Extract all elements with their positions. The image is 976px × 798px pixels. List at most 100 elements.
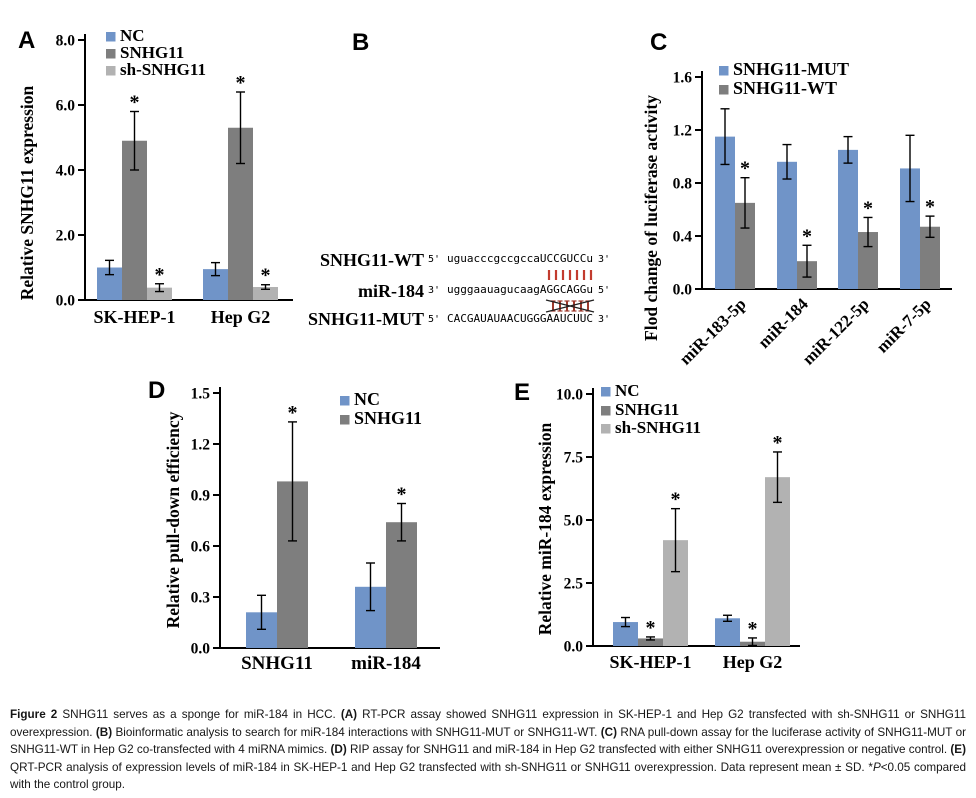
- significance-asterisk: *: [397, 484, 407, 506]
- sequence-name-miR-184: miR-184: [358, 281, 424, 301]
- legend-swatch-SNHG11: [106, 49, 116, 59]
- legend-label-NC: NC: [120, 26, 145, 45]
- y-tick-label: 7.5: [564, 450, 584, 467]
- legend-swatch-NC: [340, 396, 350, 406]
- bar-SNHG11-SK-HEP-1: [638, 638, 663, 646]
- legend-label-SNHG11: SNHG11: [354, 408, 422, 428]
- prime-end-label: 5': [598, 285, 610, 296]
- caption-segment: Bioinformatic analysis to search for miR…: [112, 725, 601, 739]
- y-tick-label: 0.0: [564, 639, 584, 656]
- y-tick-label: 2.5: [564, 576, 584, 593]
- sequence-miR-184: ugggaauagucaagAGGCAGGu: [447, 283, 593, 296]
- category-label: miR-184: [351, 653, 421, 674]
- bar-SNHG11-WT-miR-183-5p: [735, 202, 755, 289]
- panel-A-chart: A Relative SNHG11 expression 0.0 2.0 4.0 6.0 8…: [17, 26, 293, 327]
- sequence-name-SNHG11-MUT: SNHG11-MUT: [308, 309, 424, 329]
- caption-segment: Figure 2: [10, 708, 58, 721]
- y-tick-label: 0.0: [191, 641, 211, 658]
- y-tick-label: 0.0: [673, 282, 693, 299]
- caption-segment: SNHG11 serves as a sponge for miR-184 in…: [57, 708, 341, 721]
- legend-label-NC: NC: [354, 389, 380, 409]
- legend-swatch-SNHG11-WT: [719, 85, 729, 95]
- significance-asterisk: *: [925, 196, 935, 218]
- y-tick-label: 5.0: [564, 513, 584, 530]
- bar-SNHG11-MUT-miR-184: [777, 161, 797, 289]
- prime-end-label: 5': [428, 254, 440, 265]
- panel-D-chart: D Relative pull-down efficiency 0.0 0.3 0.6 0…: [148, 377, 440, 674]
- legend-swatch-NC: [106, 32, 116, 42]
- y-tick-label: 1.2: [191, 437, 211, 454]
- caption-segment: (D): [330, 743, 347, 757]
- bar-SNHG11-MUT-miR-7-5p: [900, 168, 920, 289]
- caption-segment: QRT-PCR analysis of expression levels of…: [10, 760, 873, 774]
- bar-SNHG11-WT-miR-7-5p: [920, 226, 940, 289]
- bar-SNHG11-WT-miR-122-5p: [858, 232, 878, 289]
- y-tick-label: 0.6: [191, 539, 211, 556]
- prime-end-label: 3': [428, 285, 440, 296]
- panel-B-alignment: B SNHG11-WT 5' uguacccgccgccaUCCGUCCu 3' miR-…: [308, 29, 610, 329]
- significance-asterisk: *: [236, 72, 246, 94]
- y-tick-label: 0.0: [56, 293, 76, 310]
- cross-out-line: [545, 299, 595, 313]
- bar-sh-SNHG11-SK-HEP-1: [147, 287, 172, 300]
- prime-end-label: 3': [598, 254, 610, 265]
- significance-asterisk: *: [671, 489, 681, 511]
- sequence-SNHG11-WT: uguacccgccgccaUCCGUCCu: [447, 252, 593, 265]
- y-tick-label: 1.5: [191, 386, 211, 403]
- y-tick-label: 6.0: [56, 98, 76, 115]
- caption-segment: (B): [95, 725, 113, 739]
- bar-SNHG11-miR-184: [386, 522, 417, 648]
- y-axis-label: Relative miR-184 expression: [535, 422, 555, 635]
- y-tick-label: 1.2: [673, 123, 693, 140]
- significance-asterisk: *: [802, 225, 812, 247]
- panel-label-B: B: [352, 29, 369, 56]
- y-tick-label: 0.4: [673, 229, 693, 246]
- y-tick-label: 2.0: [56, 228, 76, 245]
- significance-asterisk: *: [748, 618, 758, 640]
- y-tick-label: 10.0: [556, 387, 583, 404]
- legend-swatch-SNHG11: [601, 406, 611, 416]
- legend-swatch-SNHG11-MUT: [719, 66, 729, 76]
- caption-segment: RNA pull-down assay for the luciferase a…: [10, 725, 967, 757]
- significance-asterisk: *: [155, 264, 165, 286]
- y-axis-label: Relative pull-down efficiency: [163, 411, 183, 628]
- y-tick-label: 0.9: [191, 488, 211, 505]
- y-tick-label: 8.0: [56, 33, 76, 50]
- category-label: Hep G2: [723, 652, 783, 672]
- caption-segment: (A): [340, 708, 358, 721]
- prime-end-label: 5': [428, 314, 440, 325]
- y-tick-label: 0.8: [673, 176, 693, 193]
- caption-segment: (E): [950, 743, 966, 757]
- bar-SNHG11-MUT-miR-183-5p: [715, 136, 735, 289]
- significance-asterisk: *: [740, 158, 750, 180]
- legend-label-SNHG11-MUT: SNHG11-MUT: [733, 59, 849, 79]
- legend-label-sh-SNHG11: sh-SNHG11: [615, 418, 701, 437]
- legend-swatch-NC: [601, 387, 611, 397]
- panel-label-C: C: [650, 29, 667, 56]
- legend-label-SNHG11: SNHG11: [120, 43, 184, 62]
- panel-label-E: E: [514, 379, 530, 406]
- sequence-SNHG11-MUT: CACGAUAUAACUGGGAAUCUUC: [447, 312, 593, 325]
- caption-segment: RT-PCR assay showed SNHG11 expression in…: [10, 708, 966, 739]
- bar-NC-SK-HEP-1: [613, 622, 638, 646]
- category-label: SNHG11: [241, 653, 313, 674]
- category-label: SK-HEP-1: [609, 652, 691, 672]
- category-label: miR-183-5p: [676, 294, 750, 368]
- category-label: miR-7-5p: [873, 294, 935, 356]
- bar-sh-SNHG11-Hep G2: [765, 477, 790, 646]
- y-tick-label: 0.3: [191, 590, 211, 607]
- significance-asterisk: *: [261, 265, 271, 287]
- figure-panels-canvas: A Relative SNHG11 expression 0.0 2.0 4.0 6.0 8…: [17, 26, 952, 674]
- bar-sh-SNHG11-Hep G2: [253, 287, 278, 300]
- significance-asterisk: *: [288, 402, 298, 424]
- legend-swatch-sh-SNHG11: [106, 66, 116, 76]
- sequence-name-SNHG11-WT: SNHG11-WT: [320, 250, 424, 270]
- category-label: miR-122-5p: [799, 294, 873, 368]
- caption-segment: (C): [600, 725, 618, 739]
- significance-asterisk: *: [863, 197, 873, 219]
- legend-label-sh-SNHG11: sh-SNHG11: [120, 60, 206, 79]
- figure-caption: Figure 2 SNHG11 serves as a sponge for m…: [10, 706, 966, 794]
- legend-label-SNHG11-WT: SNHG11-WT: [733, 78, 837, 98]
- caption-segment: RIP assay for SNHG11 and miR-184 in Hep …: [346, 743, 951, 757]
